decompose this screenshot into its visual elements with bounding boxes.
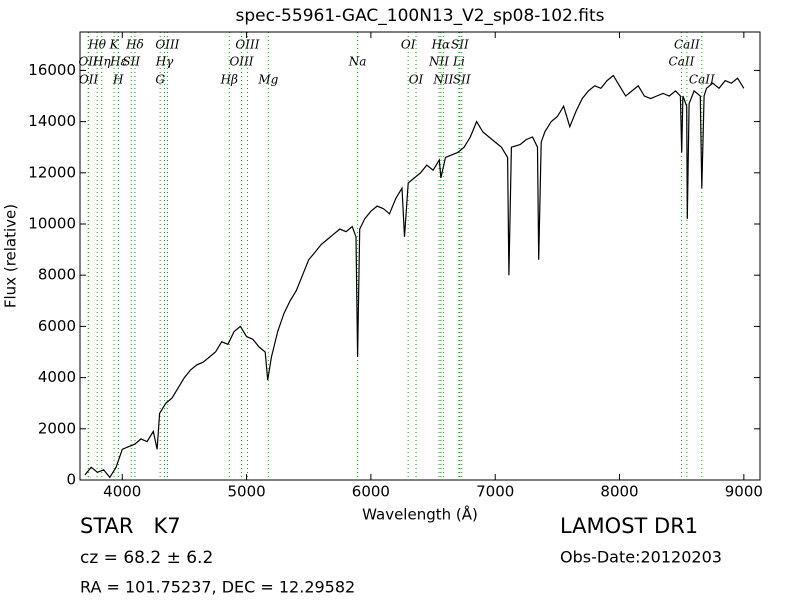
y-tick-label: 2000: [38, 419, 76, 437]
spectral-line-label: OIII: [229, 55, 253, 69]
spectral-line-label: SII: [122, 55, 140, 69]
spectral-line-label: OII: [79, 55, 99, 69]
spectral-line-label: Hγ: [155, 55, 174, 69]
spectral-line-label: CaII: [669, 55, 695, 69]
spectral-line-label: Hδ: [125, 38, 144, 52]
spectral-line-label: Mg: [257, 73, 278, 87]
x-axis-label: Wavelength (Å): [362, 505, 478, 524]
spectral-line-label: G: [155, 73, 165, 87]
spectral-line-label: Hβ: [220, 73, 238, 87]
spectral-line-label: OIII: [155, 38, 179, 52]
y-tick-label: 0: [66, 471, 76, 489]
x-tick-label: 8000: [600, 483, 638, 501]
y-tick-label: 12000: [28, 163, 76, 181]
spectral-line-label: OII: [79, 73, 99, 87]
survey: LAMOST DR1: [560, 514, 698, 538]
y-tick-label: 10000: [28, 215, 76, 233]
spectral-line-label: Hη: [92, 55, 111, 69]
spectral-line-label: Hα: [431, 38, 451, 52]
y-tick-label: 14000: [28, 112, 76, 130]
y-tick-label: 6000: [38, 317, 76, 335]
y-tick-label: 8000: [38, 266, 76, 284]
obs-date: Obs-Date:20120203: [560, 548, 722, 567]
y-tick-label: 4000: [38, 368, 76, 386]
x-tick-label: 4000: [103, 483, 141, 501]
x-tick-label: 6000: [352, 483, 390, 501]
spectral-line-label: H: [112, 73, 124, 87]
x-tick-label: 7000: [476, 483, 514, 501]
spectral-line-label: SII: [451, 38, 469, 52]
spectral-line-label: Li: [452, 55, 465, 69]
spectral-line-label: CaII: [674, 38, 700, 52]
spectral-line-label: OIII: [235, 38, 259, 52]
spectral-line-label: OI: [401, 38, 416, 52]
spectral-line-label: Hθ: [87, 38, 106, 52]
spectral-line-label: SII: [453, 73, 471, 87]
spectral-line-label: OI: [409, 73, 424, 87]
spectral-line-label: CaII: [689, 73, 715, 87]
redshift: cz = 68.2 ± 6.2: [80, 548, 213, 568]
chart-title: spec-55961-GAC_100N13_V2_sp08-102.fits: [235, 6, 604, 26]
x-tick-label: 9000: [725, 483, 763, 501]
plot-frame: [79, 31, 761, 481]
spectral-line-label: NII: [428, 55, 449, 69]
spectral-line-label: Hε: [109, 55, 127, 69]
object-class: STAR K7: [80, 514, 181, 538]
spectral-line-label: Na: [348, 55, 367, 69]
y-axis-label: Flux (relative): [2, 204, 20, 308]
spectrum: [84, 74, 745, 479]
y-tick-label: 16000: [28, 61, 76, 79]
coordinates: RA = 101.75237, DEC = 12.29582: [80, 578, 355, 597]
spectral-line-label: K: [109, 38, 120, 52]
spectral-line-label: NII: [432, 73, 453, 87]
x-tick-label: 5000: [227, 483, 265, 501]
